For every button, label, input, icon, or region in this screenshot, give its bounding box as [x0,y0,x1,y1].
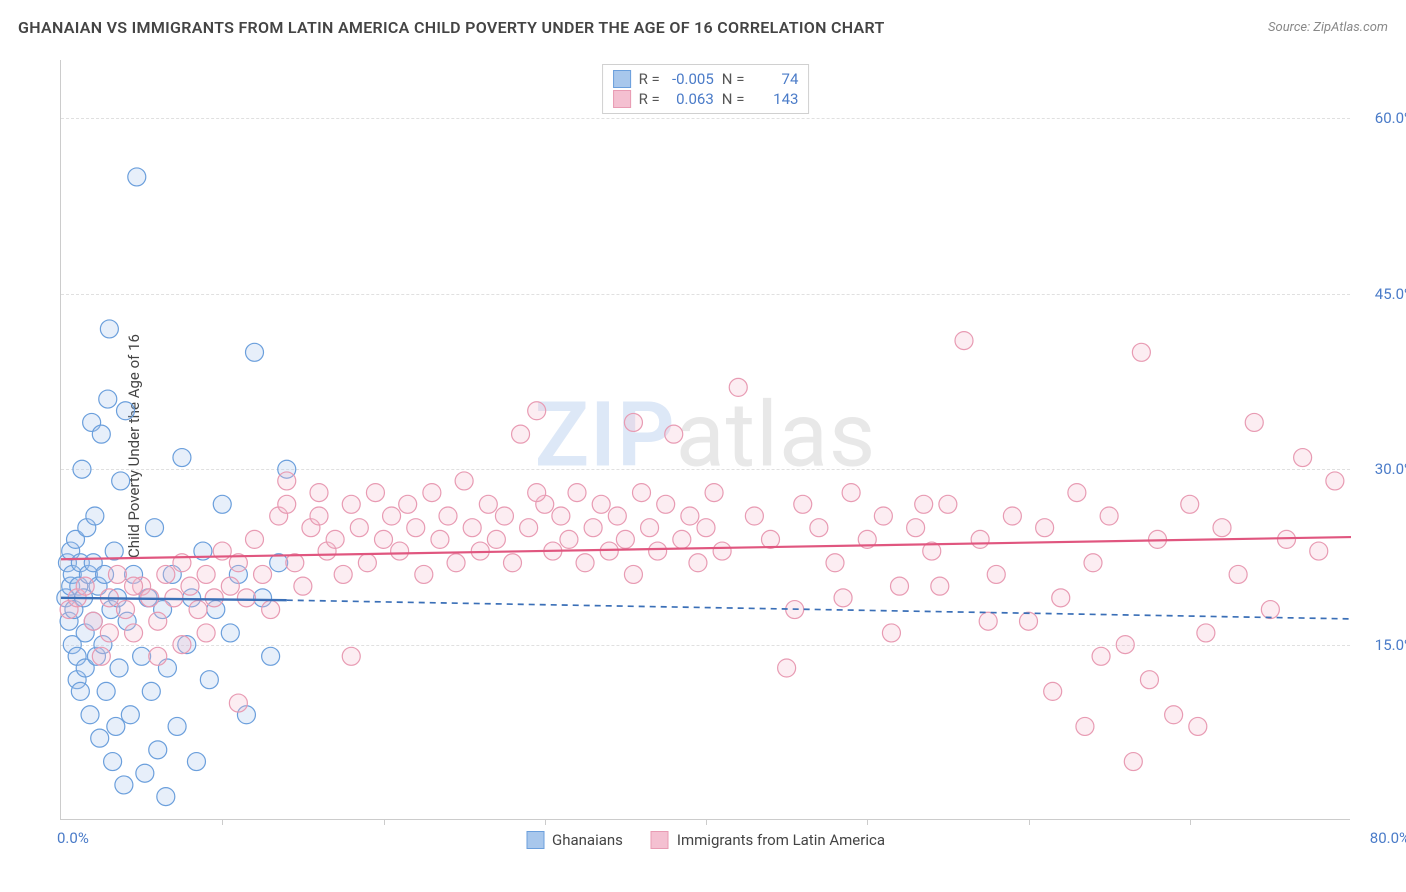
r-value: -0.005 [668,70,714,88]
r-value: 0.063 [668,90,714,108]
legend-label: Ghanaians [552,831,623,849]
correlation-stats-box: R = -0.005 N = 74 R = 0.063 N = 143 [602,64,810,114]
legend-item: Ghanaians [526,831,623,849]
chart-title: GHANAIAN VS IMMIGRANTS FROM LATIN AMERIC… [18,18,885,37]
stats-row-series-2: R = 0.063 N = 143 [613,89,799,109]
chart-plot-area: ZIPatlas 15.0%30.0%45.0%60.0% R = -0.005… [60,60,1350,820]
stats-row-series-1: R = -0.005 N = 74 [613,69,799,89]
n-value: 74 [752,70,798,88]
y-tick-label: 45.0% [1375,285,1406,303]
series-legend: Ghanaians Immigrants from Latin America [526,831,885,849]
legend-item: Immigrants from Latin America [651,831,885,849]
swatch-icon [613,70,631,88]
source-attribution: Source: ZipAtlas.com [1268,20,1388,35]
n-value: 143 [752,90,798,108]
scatter-plot-svg [61,60,1350,819]
swatch-icon [526,831,544,849]
y-tick-label: 60.0% [1375,109,1406,127]
x-axis-end-label: 80.0% [1370,829,1406,847]
y-tick-label: 15.0% [1375,636,1406,654]
x-axis-origin-label: 0.0% [57,829,89,847]
swatch-icon [613,90,631,108]
legend-label: Immigrants from Latin America [677,831,885,849]
swatch-icon [651,831,669,849]
y-tick-label: 30.0% [1375,460,1406,478]
